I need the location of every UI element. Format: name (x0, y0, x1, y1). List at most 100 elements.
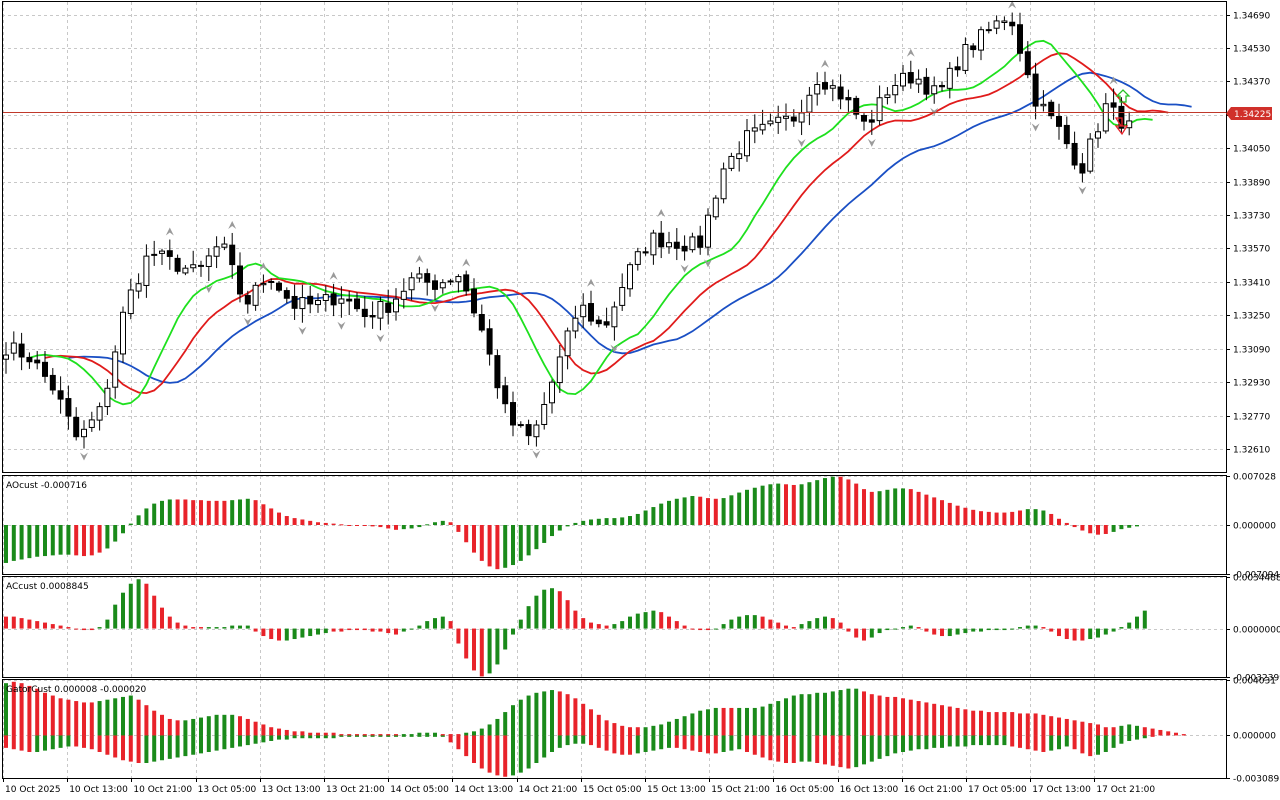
histogram-bar (245, 718, 250, 736)
candle-body (96, 406, 103, 421)
histogram-bar (136, 579, 141, 629)
histogram-bar (74, 525, 79, 556)
histogram-bar (932, 735, 937, 748)
time-tick-label: 17 Oct 13:00 (1032, 785, 1091, 795)
histogram-bar (152, 735, 157, 762)
histogram-bar (713, 735, 718, 754)
histogram-bar (370, 734, 375, 736)
osc-tick-label: 0.000000 (1233, 522, 1276, 532)
histogram-bar (581, 735, 586, 744)
candle-body (806, 94, 813, 113)
candle-body (767, 120, 774, 125)
histogram-bar (1025, 735, 1030, 750)
candle-body (447, 280, 454, 283)
histogram-bar (596, 624, 601, 629)
histogram-bar (300, 735, 305, 739)
histogram-bar (581, 618, 586, 629)
histogram-bar (534, 735, 539, 763)
osc-tick-label: 0.0034488 (1233, 574, 1280, 584)
histogram-bar (245, 498, 250, 525)
candle-body (829, 85, 836, 89)
histogram-bar (869, 694, 874, 736)
histogram-bar (199, 627, 203, 629)
histogram-bar (191, 500, 196, 525)
histogram-bar (573, 735, 578, 744)
histogram-bar (799, 484, 804, 525)
candle-body (34, 359, 41, 364)
histogram-bar (901, 627, 905, 629)
histogram-bar (355, 734, 359, 736)
histogram-bar (1088, 735, 1093, 757)
histogram-bar (214, 627, 219, 629)
histogram-bar (838, 735, 843, 768)
histogram-bar (347, 734, 352, 736)
price-panel[interactable] (2, 1, 1227, 473)
price-candles[interactable] (3, 12, 1133, 449)
time-tick-label: 10 Oct 21:00 (133, 785, 192, 795)
histogram-bar (799, 735, 804, 762)
price-tick-label: 1.32930 (1233, 379, 1270, 389)
time-tick-label: 17 Oct 21:00 (1096, 785, 1155, 795)
ac-panel[interactable] (2, 576, 1227, 678)
histogram-bar (472, 731, 476, 736)
histogram-bar (815, 618, 820, 629)
fractal-down-marker (867, 138, 876, 147)
histogram-bar (729, 495, 734, 525)
histogram-bar (604, 625, 609, 629)
histogram-bar (222, 500, 227, 525)
fractal-down-marker (797, 139, 806, 148)
candle-body (439, 282, 446, 289)
histogram-bar (706, 735, 710, 754)
histogram-bar (347, 735, 352, 737)
histogram-bar (550, 525, 554, 537)
histogram-bar (331, 735, 336, 739)
histogram-bar (370, 525, 375, 527)
histogram-bar (760, 616, 765, 629)
histogram-bar (963, 628, 968, 634)
candle-body (478, 314, 485, 331)
histogram-bar (464, 628, 469, 659)
histogram-bar (253, 628, 258, 632)
histogram-bar (331, 523, 336, 525)
histogram-bar (308, 732, 313, 736)
histogram-bar (1057, 735, 1061, 750)
histogram-bar (19, 683, 24, 736)
histogram-bar (768, 484, 773, 525)
histogram-bar (940, 735, 944, 748)
histogram-bar (963, 709, 968, 736)
histogram-bar (50, 695, 55, 736)
histogram-bar (1064, 628, 1069, 640)
candle-body (1095, 131, 1101, 139)
candle-body (549, 381, 555, 404)
histogram-bar (760, 735, 765, 758)
fractal-up-marker (906, 48, 915, 57)
histogram-bar (526, 606, 531, 629)
histogram-bar (635, 613, 640, 629)
time-tick-label: 16 Oct 21:00 (904, 785, 963, 795)
histogram-bar (316, 522, 320, 525)
histogram-bar (963, 735, 968, 747)
candle-body (127, 289, 134, 315)
gator-panel[interactable] (2, 679, 1227, 779)
histogram-bar (433, 522, 437, 525)
candle-body (978, 29, 984, 51)
price-tick-label: 1.33410 (1233, 279, 1270, 289)
histogram-bar (986, 628, 991, 631)
histogram-bar (89, 525, 94, 556)
histogram-bar (1033, 713, 1038, 736)
histogram-bar (323, 732, 328, 736)
price-tick-label: 1.32770 (1233, 413, 1270, 423)
candle-body (1009, 21, 1016, 27)
histogram-bar (300, 628, 305, 638)
histogram-bar (752, 707, 757, 736)
price-tick-label: 1.34530 (1233, 45, 1270, 55)
histogram-bar (659, 735, 664, 750)
fractal-up-marker (821, 59, 829, 68)
histogram-bar (620, 735, 625, 755)
histogram-bar (1080, 628, 1085, 641)
histogram-bar (916, 701, 921, 736)
histogram-bar (1025, 509, 1030, 525)
histogram-bar (815, 692, 820, 736)
histogram-bar (43, 735, 47, 751)
